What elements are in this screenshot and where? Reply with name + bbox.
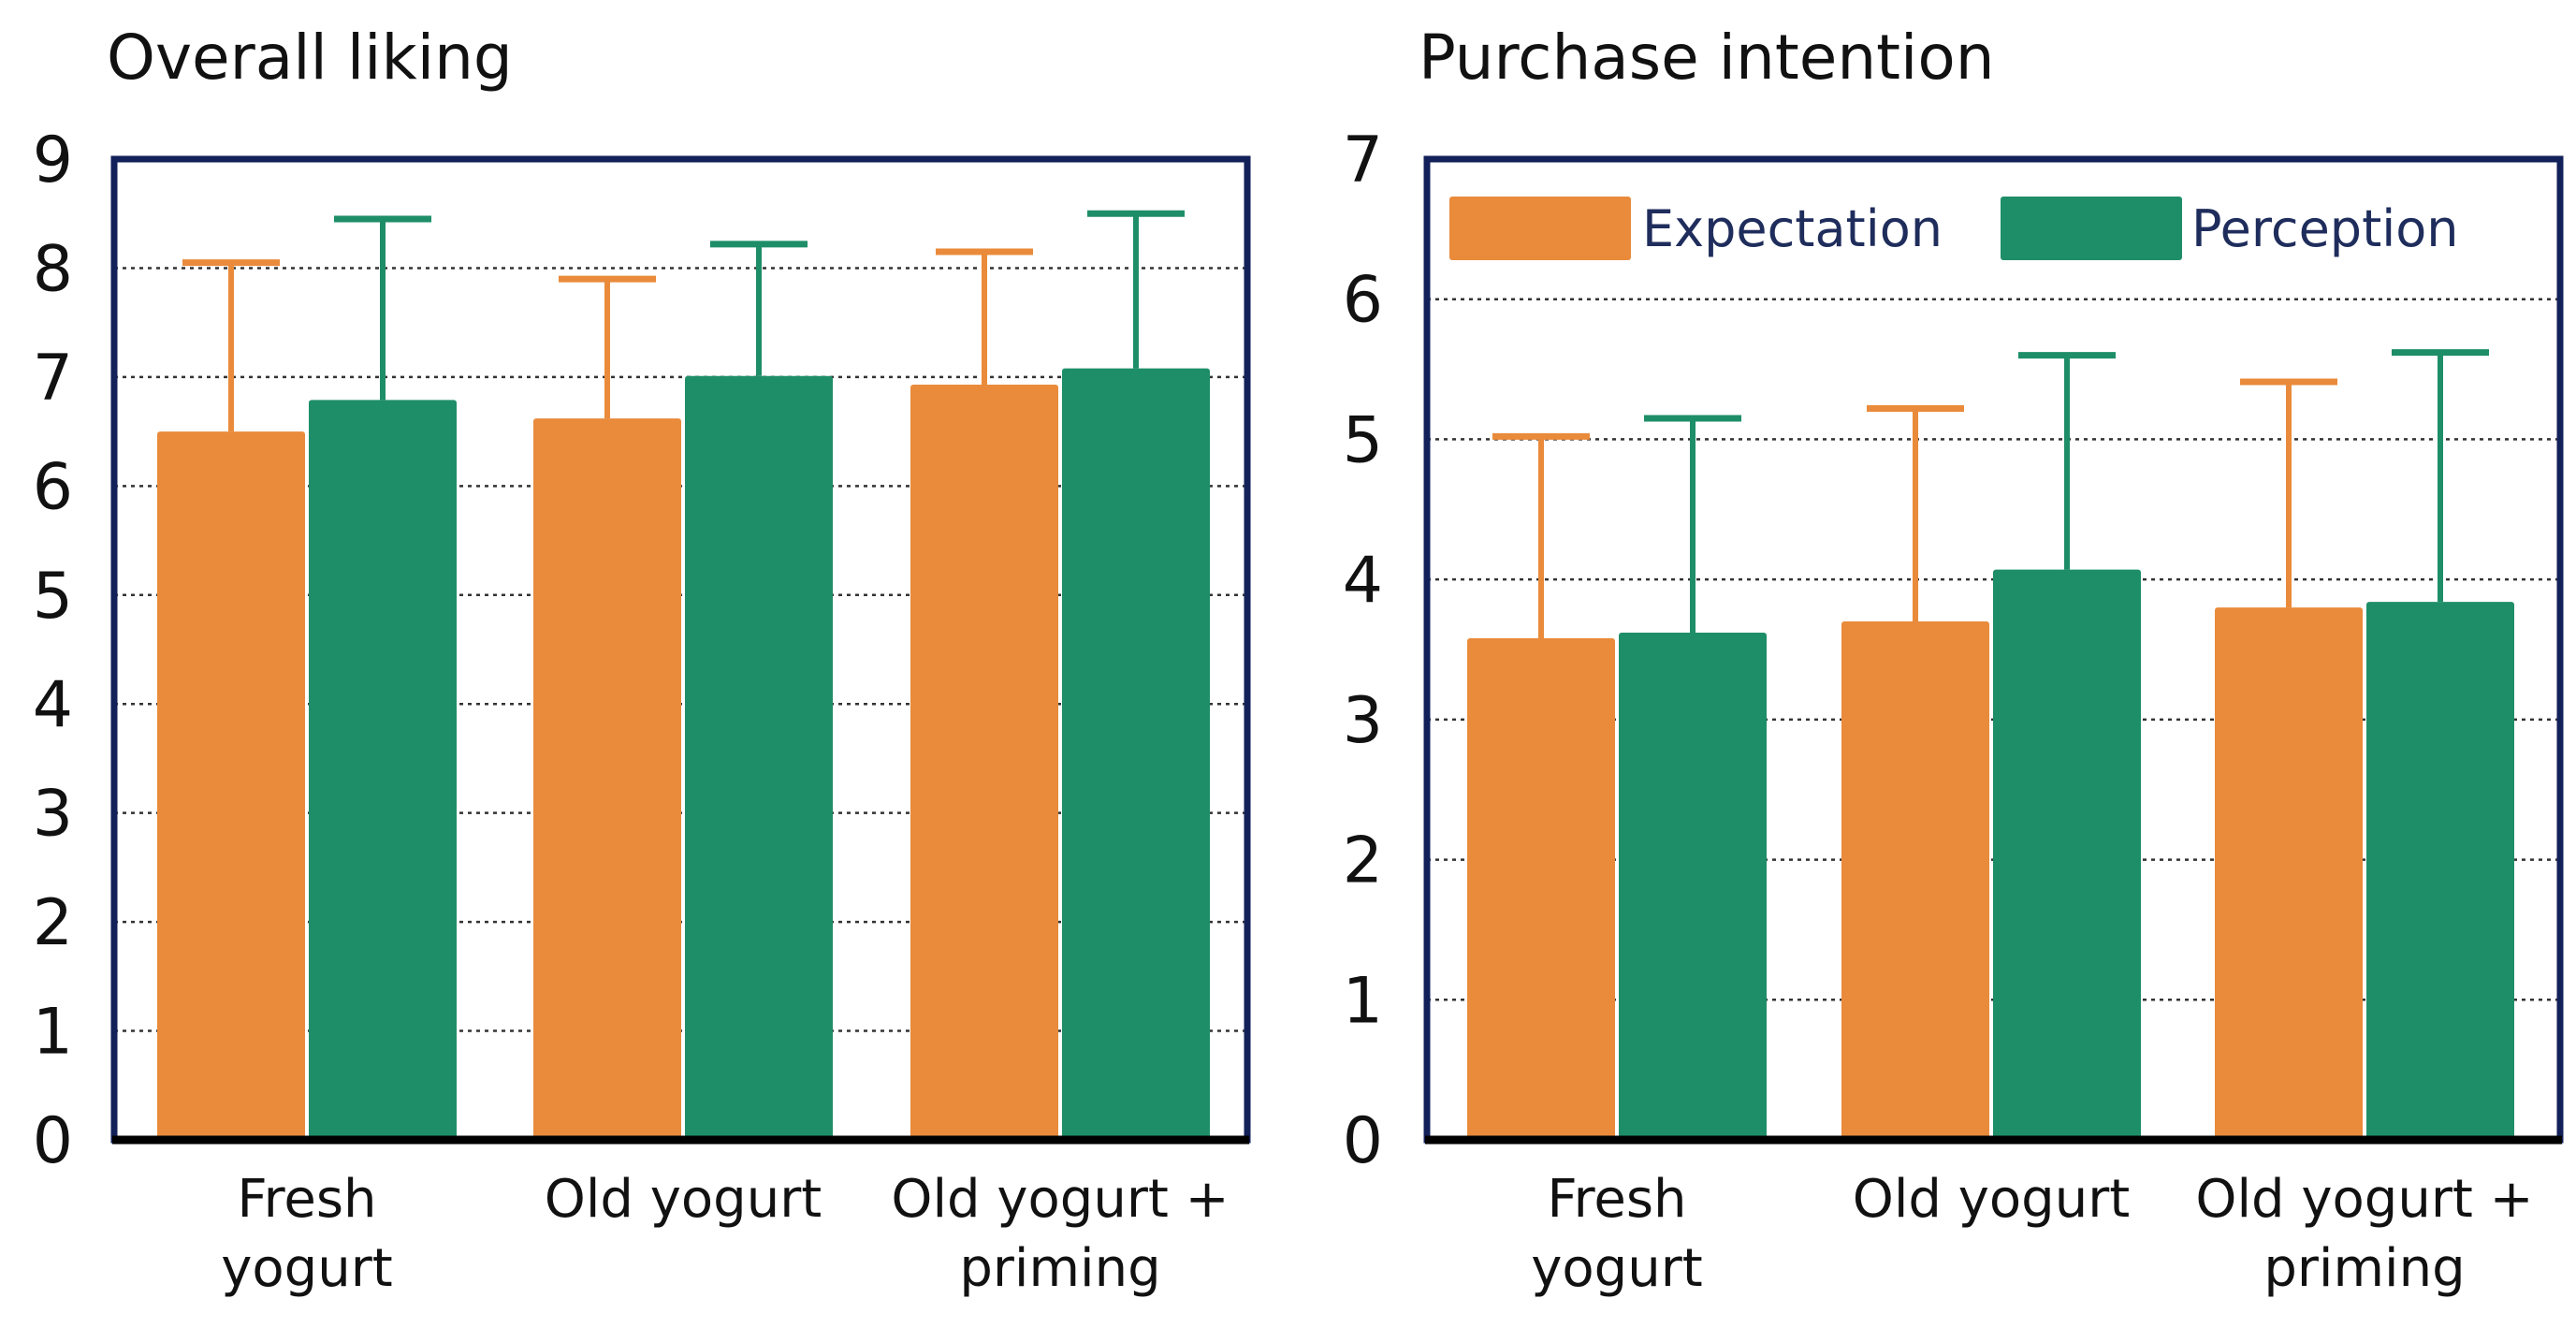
bar-perception [1619, 633, 1767, 1140]
bar-perception [685, 375, 833, 1140]
y-tick-label: 3 [1343, 684, 1383, 758]
chart-title: Overall liking [107, 22, 513, 94]
x-tick-label: Fresh [237, 1169, 376, 1230]
y-tick-label: 6 [1343, 264, 1383, 338]
y-tick-label: 4 [1343, 544, 1383, 618]
chart-panel-1: Overall liking 0 1 2 3 4 5 6 7 8 9 Fresh yogurt Old y… [33, 22, 1251, 1299]
y-tick-label: 0 [1343, 1104, 1383, 1178]
bar-expectation [157, 431, 305, 1141]
y-tick-label: 7 [1343, 124, 1383, 197]
legend-swatch-perception [2001, 197, 2182, 260]
y-tick-label: 1 [1343, 964, 1383, 1038]
bar-perception [2366, 602, 2514, 1140]
chart-panel-2: Purchase intention 0 1 2 3 4 5 6 7 Fresh yogurt Old… [1343, 22, 2564, 1299]
x-tick-label: Fresh [1547, 1169, 1686, 1230]
y-tick-label: 5 [1343, 403, 1383, 477]
legend-label-perception: Perception [2191, 199, 2459, 258]
y-tick-label: 6 [33, 450, 73, 524]
legend-swatch-expectation [1449, 197, 1631, 260]
y-tick-label: 0 [33, 1104, 73, 1178]
x-tick-label: yogurt [221, 1238, 392, 1299]
legend-label-expectation: Expectation [1642, 199, 1943, 258]
y-tick-label: 4 [33, 668, 73, 742]
x-tick-label: yogurt [1531, 1238, 1702, 1299]
y-tick-label: 9 [33, 124, 73, 197]
x-tick-label: Old yogurt + [891, 1169, 1229, 1230]
bar-expectation [2215, 607, 2363, 1140]
y-tick-label: 8 [33, 232, 73, 306]
bar-expectation [1467, 638, 1615, 1140]
x-tick-label: Old yogurt [1853, 1169, 2130, 1230]
y-tick-label: 3 [33, 778, 73, 852]
y-tick-label: 2 [1343, 825, 1383, 898]
bar-perception [309, 400, 457, 1140]
x-tick-label: Old yogurt + [2195, 1169, 2533, 1230]
legend: Expectation Perception [1449, 197, 2459, 260]
y-tick-label: 2 [33, 886, 73, 960]
x-tick-label: priming [2263, 1238, 2465, 1299]
y-tick-label: 7 [33, 342, 73, 416]
y-tick-label: 1 [33, 996, 73, 1070]
y-tick-label: 5 [33, 560, 73, 634]
bar-expectation [533, 418, 681, 1140]
bar-expectation [910, 385, 1058, 1140]
bar-perception [1062, 368, 1210, 1140]
chart-title: Purchase intention [1419, 22, 1995, 94]
x-tick-label: Old yogurt [545, 1169, 822, 1230]
bar-perception [1993, 569, 2141, 1140]
bar-expectation [1841, 621, 1989, 1140]
x-tick-label: priming [959, 1238, 1160, 1299]
